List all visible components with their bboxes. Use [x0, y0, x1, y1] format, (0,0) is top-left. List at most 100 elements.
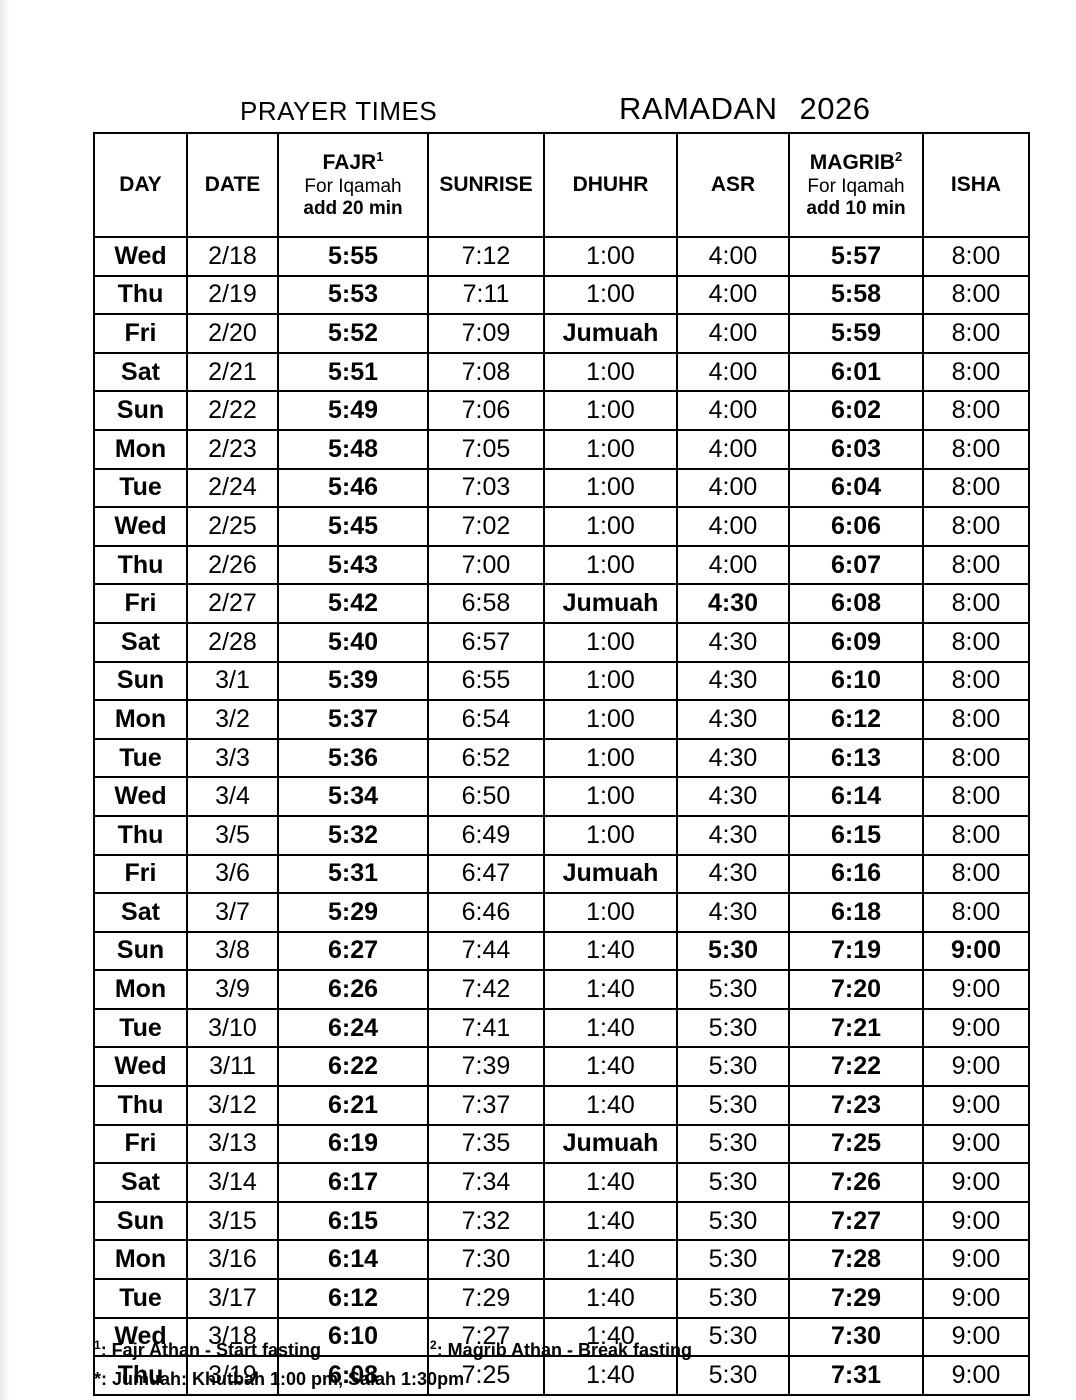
- cell-magrib: 6:02: [788, 390, 924, 431]
- cell-fajr: 6:22: [277, 1046, 429, 1088]
- table-row: Mon 3/16 6:14 7:30 1:40 5:30 7:28 9:00: [93, 1239, 1030, 1281]
- cell-fajr: 5:48: [277, 428, 429, 470]
- cell-day: Mon: [93, 1239, 188, 1281]
- cell-magrib: 6:07: [788, 544, 924, 586]
- cell-sunrise: 6:47: [427, 853, 545, 895]
- table-row: Fri 2/20 5:52 7:09 Jumuah 4:00 5:59 8:00: [93, 313, 1030, 354]
- cell-magrib: 6:14: [788, 776, 924, 817]
- cell-fajr: 5:51: [277, 351, 429, 393]
- table-row: Mon 2/23 5:48 7:05 1:00 4:00 6:03 8:00: [93, 428, 1030, 470]
- cell-magrib: 6:18: [788, 892, 924, 933]
- cell-date: 2/24: [186, 467, 279, 509]
- column-header-dhuhr-label: DHUHR: [572, 172, 649, 196]
- cell-day: Sat: [93, 621, 188, 663]
- cell-sunrise: 7:08: [427, 351, 545, 393]
- footnote-marker-2: 2: [430, 1338, 437, 1352]
- cell-day: Thu: [93, 814, 188, 856]
- table-row: Sat 3/14 6:17 7:34 1:40 5:30 7:26 9:00: [93, 1162, 1030, 1203]
- cell-dhuhr: 1:00: [543, 699, 678, 740]
- page-left-edge-strip: [0, 0, 9, 1400]
- cell-day: Sun: [93, 660, 188, 702]
- table-row: Fri 3/6 5:31 6:47 Jumuah 4:30 6:16 8:00: [93, 853, 1030, 895]
- column-header-magrib-superscript: 2: [894, 149, 903, 165]
- column-header-fajr-superscript: 1: [376, 149, 384, 165]
- cell-isha: 8:00: [922, 853, 1030, 895]
- cell-asr: 4:30: [676, 737, 790, 779]
- cell-sunrise: 6:57: [427, 621, 545, 663]
- cell-dhuhr: 1:00: [543, 544, 678, 586]
- cell-magrib: 5:58: [788, 274, 924, 316]
- cell-day: Fri: [93, 583, 188, 624]
- cell-fajr: 5:40: [277, 621, 429, 663]
- cell-sunrise: 7:27: [427, 1316, 545, 1358]
- prayer-times-table: DAY DATE FAJR1 For Iqamah add 20 min SUNRISE D…: [93, 132, 1030, 1396]
- cell-fajr: 5:29: [277, 892, 429, 933]
- cell-dhuhr: 1:00: [543, 892, 678, 933]
- cell-asr: 4:00: [676, 274, 790, 316]
- cell-magrib: 6:01: [788, 351, 924, 393]
- column-header-day: DAY: [93, 132, 188, 238]
- column-header-isha: ISHA: [922, 132, 1030, 238]
- cell-date: 3/6: [186, 853, 279, 895]
- cell-sunrise: 7:37: [427, 1085, 545, 1126]
- cell-date: 2/28: [186, 621, 279, 663]
- cell-fajr: 5:32: [277, 814, 429, 856]
- cell-magrib: 7:23: [788, 1085, 924, 1126]
- cell-asr: 4:00: [676, 428, 790, 470]
- cell-isha: 9:00: [922, 1046, 1030, 1088]
- cell-fajr: 6:12: [277, 1278, 429, 1319]
- cell-asr: 4:30: [676, 892, 790, 933]
- cell-dhuhr: Jumuah: [543, 583, 678, 624]
- footnote-fajr-text: : Fajr Athan - Start fasting: [100, 1340, 322, 1360]
- table-row: Wed 2/18 5:55 7:12 1:00 4:00 5:57 8:00: [93, 236, 1030, 277]
- cell-magrib: 7:19: [788, 930, 924, 972]
- cell-fajr: 5:37: [277, 699, 429, 740]
- table-row: Sat 2/21 5:51 7:08 1:00 4:00 6:01 8:00: [93, 351, 1030, 393]
- cell-isha: 8:00: [922, 737, 1030, 779]
- cell-day: Fri: [93, 1123, 188, 1165]
- cell-magrib: 6:15: [788, 814, 924, 856]
- cell-sunrise: 7:42: [427, 969, 545, 1010]
- cell-day: Mon: [93, 428, 188, 470]
- cell-magrib: 7:26: [788, 1162, 924, 1203]
- cell-day: Tue: [93, 737, 188, 779]
- cell-asr: 4:00: [676, 506, 790, 547]
- cell-sunrise: 7:25: [427, 1355, 545, 1396]
- cell-isha: 8:00: [922, 274, 1030, 316]
- cell-fajr: 5:45: [277, 506, 429, 547]
- cell-sunrise: 7:09: [427, 313, 545, 354]
- cell-asr: 4:00: [676, 390, 790, 431]
- table-row: Wed 3/4 5:34 6:50 1:00 4:30 6:14 8:00: [93, 776, 1030, 817]
- table-row: Wed 3/18 6:10 7:27 1:40 5:30 7:30 9:00: [93, 1316, 1030, 1358]
- cell-day: Wed: [93, 776, 188, 817]
- cell-date: 3/17: [186, 1278, 279, 1319]
- cell-date: 3/13: [186, 1123, 279, 1165]
- page-title-prayer-times: PRAYER TIMES: [240, 96, 438, 126]
- column-header-fajr-note-line2: add 20 min: [303, 198, 403, 220]
- table-row: Wed 2/25 5:45 7:02 1:00 4:00 6:06 8:00: [93, 506, 1030, 547]
- footnote-magrib-text: : Magrib Athan - Break fasting: [436, 1340, 693, 1360]
- cell-asr: 5:30: [676, 1278, 790, 1319]
- cell-isha: 9:00: [922, 1278, 1030, 1319]
- cell-dhuhr: 1:40: [543, 1162, 678, 1203]
- cell-fajr: 5:53: [277, 274, 429, 316]
- cell-dhuhr: 1:40: [543, 1239, 678, 1281]
- table-row: Thu 3/19 6:08 7:25 1:40 5:30 7:31 9:00: [93, 1355, 1030, 1396]
- prayer-times-page: PRAYER TIMES RAMADAN 2026 DAY DATE FAJR1 For…: [10, 0, 1076, 1400]
- cell-fajr: 6:10: [277, 1316, 429, 1358]
- column-header-fajr: FAJR1 For Iqamah add 20 min: [277, 132, 429, 238]
- cell-fajr: 5:43: [277, 544, 429, 586]
- cell-asr: 4:00: [676, 313, 790, 354]
- cell-isha: 8:00: [922, 428, 1030, 470]
- cell-asr: 5:30: [676, 1085, 790, 1126]
- cell-dhuhr: 1:00: [543, 621, 678, 663]
- cell-date: 3/4: [186, 776, 279, 817]
- cell-dhuhr: 1:00: [543, 274, 678, 316]
- cell-asr: 5:30: [676, 1007, 790, 1049]
- cell-dhuhr: 1:00: [543, 428, 678, 470]
- cell-isha: 9:00: [922, 1200, 1030, 1242]
- table-row: Tue 3/10 6:24 7:41 1:40 5:30 7:21 9:00: [93, 1007, 1030, 1049]
- cell-magrib: 6:06: [788, 506, 924, 547]
- cell-date: 3/19: [186, 1355, 279, 1396]
- cell-fajr: 5:39: [277, 660, 429, 702]
